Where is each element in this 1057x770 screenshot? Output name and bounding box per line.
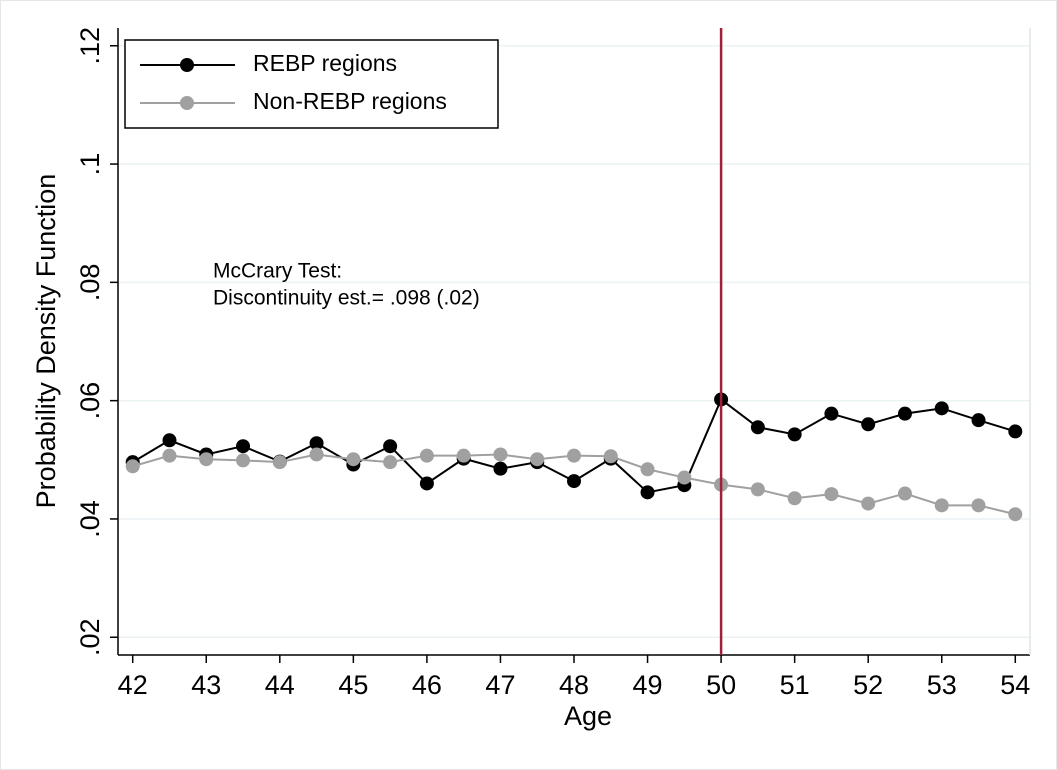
marker: [1008, 507, 1023, 522]
marker: [567, 448, 581, 463]
marker: [897, 486, 912, 501]
x-tick-label: 52: [853, 670, 883, 700]
x-tick-label: 47: [485, 670, 515, 700]
marker: [824, 406, 839, 421]
marker: [750, 420, 765, 435]
y-tick-label: .1: [75, 153, 105, 176]
marker: [309, 436, 324, 451]
annotation: Discontinuity est.= .098 (.02): [213, 287, 480, 310]
x-tick-label: 48: [559, 670, 589, 700]
marker: [861, 496, 876, 511]
y-tick-label: .02: [75, 618, 105, 656]
marker: [861, 417, 876, 432]
marker: [971, 498, 986, 513]
marker: [419, 448, 434, 463]
marker: [897, 406, 912, 421]
marker: [456, 448, 471, 463]
x-tick-label: 53: [927, 670, 957, 700]
y-tick-label: .06: [75, 382, 105, 420]
marker: [493, 447, 508, 462]
marker: [419, 476, 434, 491]
marker: [567, 474, 581, 489]
legend-box: [124, 39, 499, 129]
x-tick-label: 51: [780, 670, 810, 700]
marker: [236, 453, 251, 468]
marker: [125, 459, 140, 474]
legend-marker: [180, 96, 194, 110]
y-axis-label: Probability Density Function: [31, 174, 61, 509]
x-tick-label: 49: [633, 670, 663, 700]
x-tick-label: 44: [265, 670, 295, 700]
x-tick-label: 46: [412, 670, 442, 700]
x-tick-label: 45: [338, 670, 368, 700]
legend-label: REBP regions: [253, 50, 397, 76]
x-axis-label: Age: [564, 701, 612, 731]
marker: [787, 427, 802, 442]
marker: [199, 452, 214, 467]
marker: [787, 491, 802, 506]
marker: [346, 452, 361, 467]
annotation: McCrary Test:: [213, 260, 342, 283]
marker: [309, 447, 324, 462]
marker: [1008, 424, 1023, 439]
marker: [383, 439, 398, 454]
y-tick-label: .08: [75, 264, 105, 302]
y-tick-label: .12: [75, 27, 105, 65]
marker: [603, 449, 618, 464]
marker: [677, 470, 692, 485]
x-tick-label: 50: [706, 670, 736, 700]
marker: [383, 455, 398, 470]
marker: [162, 433, 177, 448]
legend-marker: [180, 58, 194, 72]
marker: [530, 452, 545, 467]
marker: [493, 461, 508, 476]
legend-label: Non-REBP regions: [253, 88, 447, 114]
marker: [934, 498, 949, 513]
x-tick-label: 42: [118, 670, 148, 700]
x-tick-label: 43: [191, 670, 221, 700]
marker: [971, 413, 986, 428]
marker: [236, 439, 251, 454]
marker: [640, 462, 655, 477]
marker: [162, 448, 177, 463]
marker: [640, 485, 655, 500]
marker: [934, 401, 949, 416]
marker: [272, 455, 287, 470]
marker: [750, 482, 765, 497]
y-tick-label: .04: [75, 500, 105, 538]
marker: [824, 487, 839, 502]
x-tick-label: 54: [1000, 670, 1030, 700]
